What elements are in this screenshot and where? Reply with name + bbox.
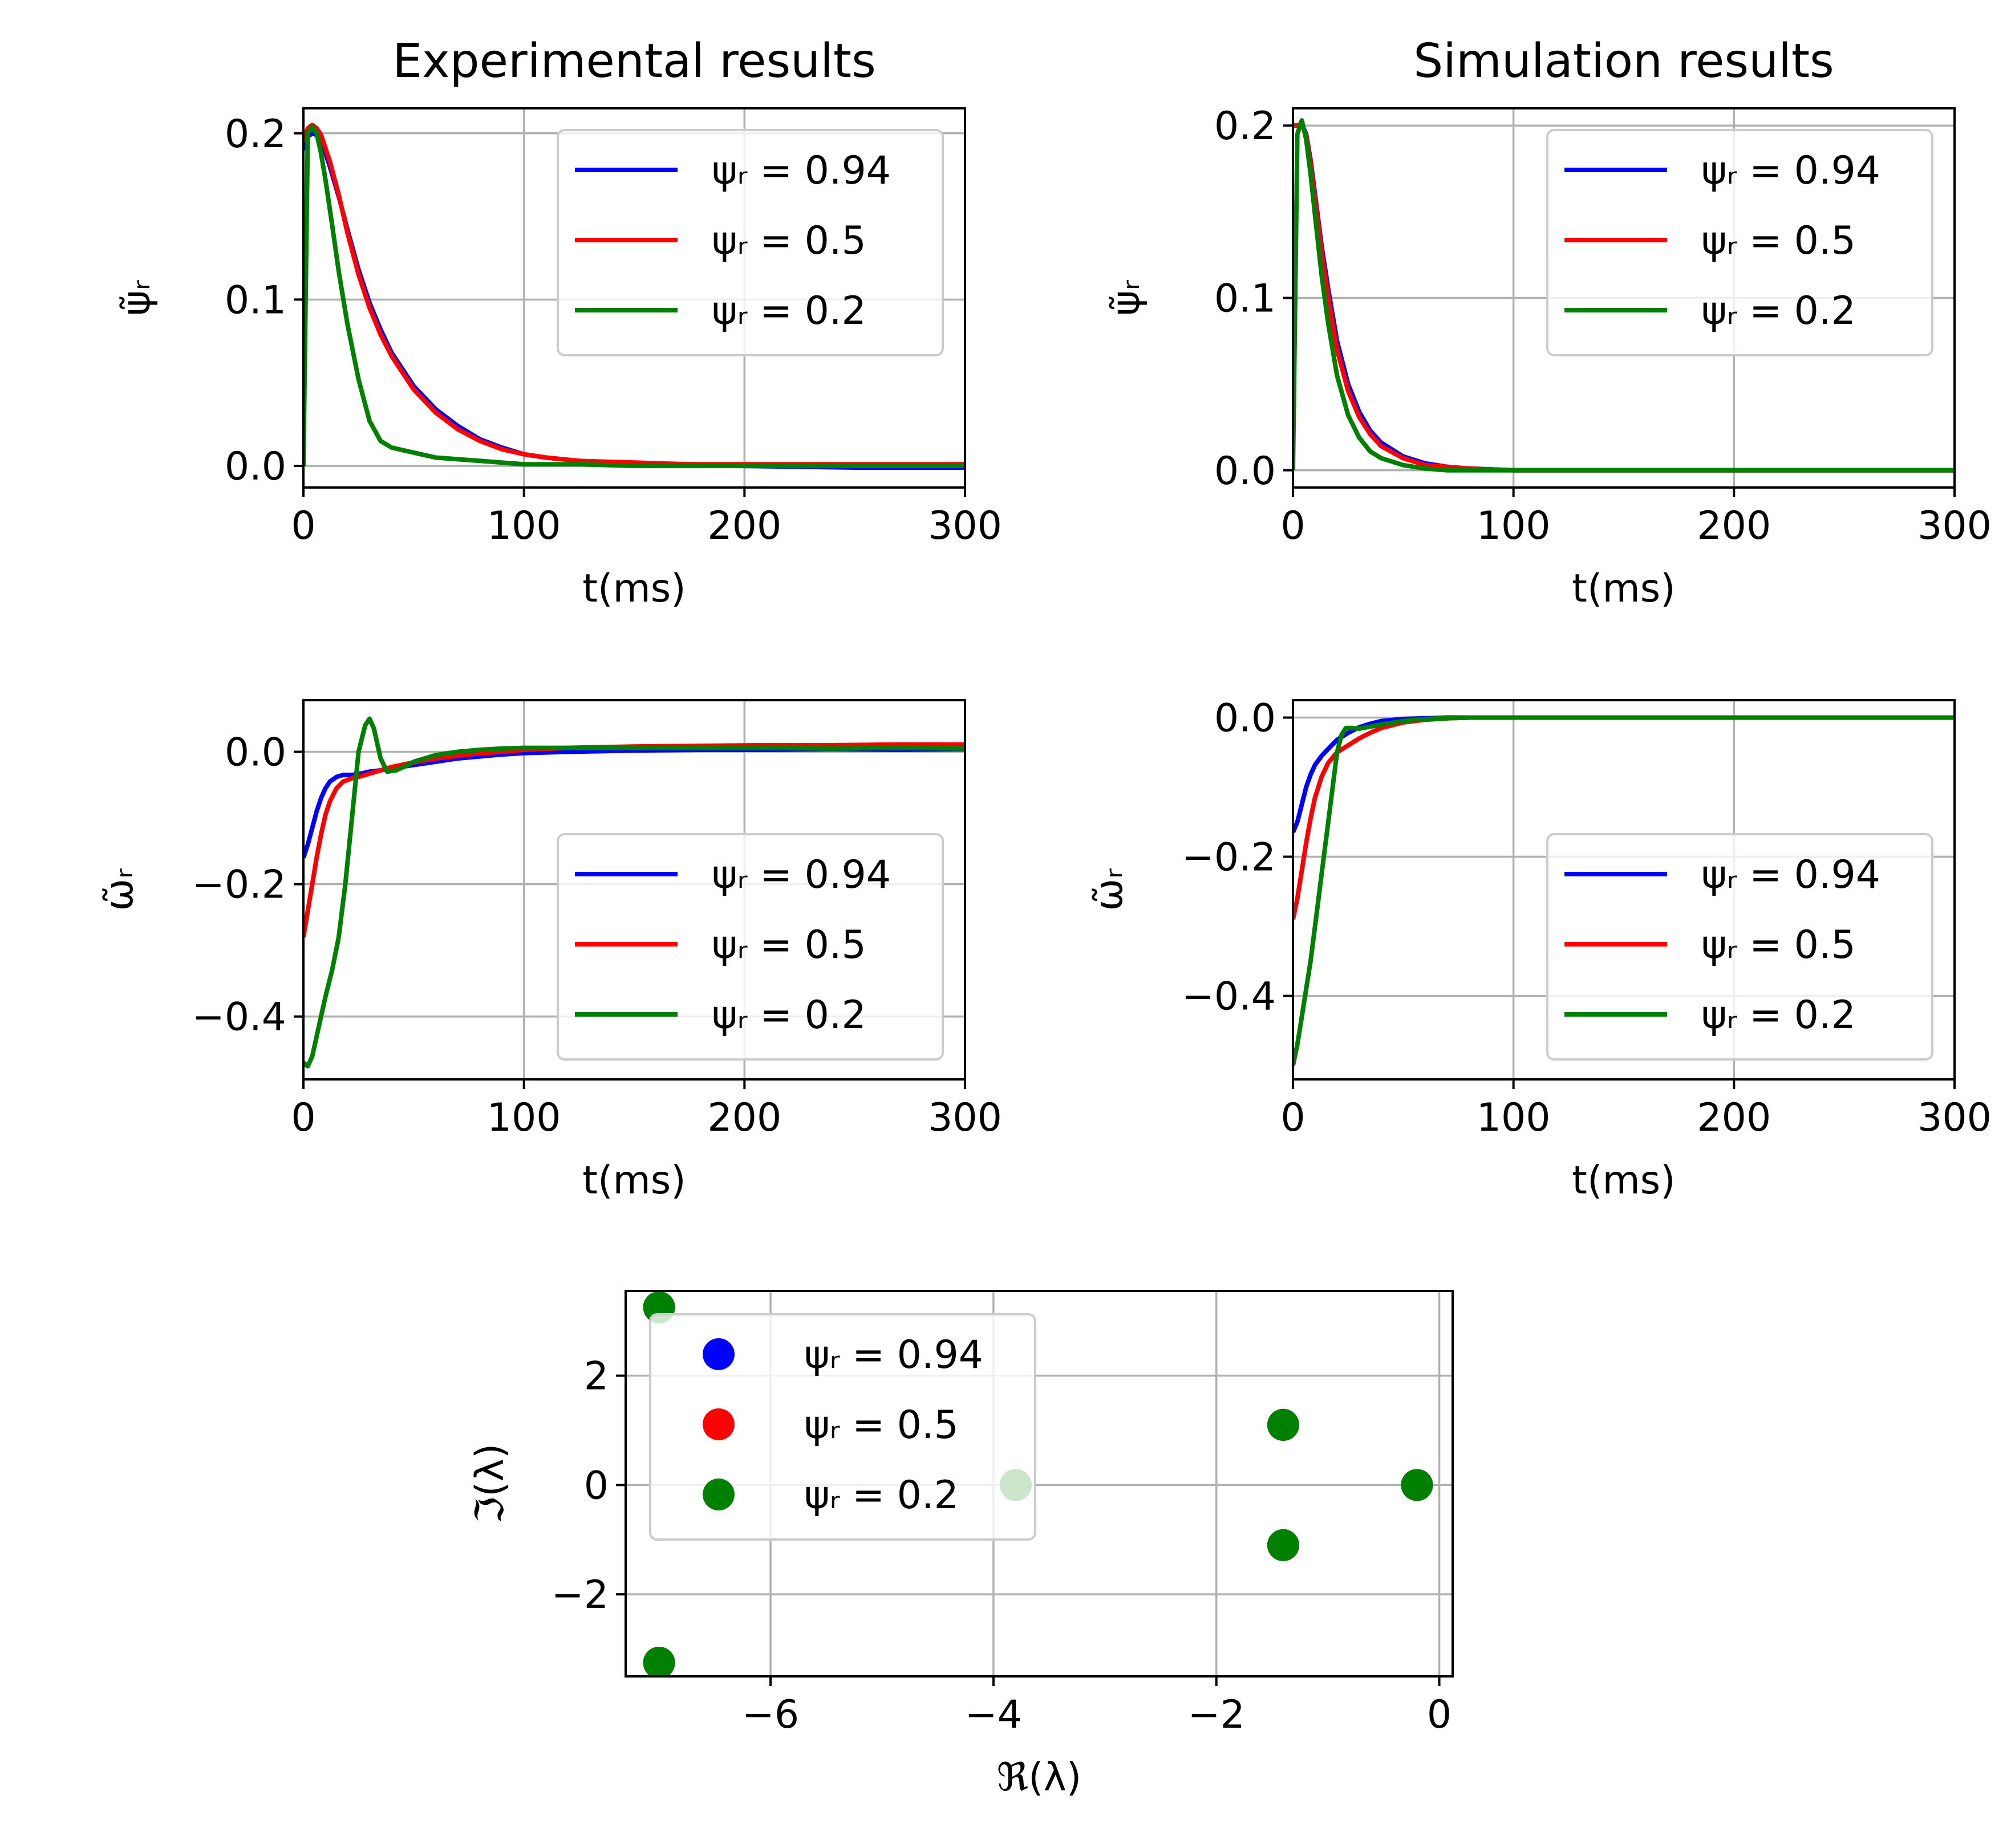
y-tick-label: 0.1 [1214, 277, 1276, 322]
legend: ψᵣ = 0.94 ψᵣ = 0.5 ψᵣ = 0.2 [557, 833, 944, 1061]
legend-box [1546, 833, 1933, 1061]
legend-label-1: ψᵣ = 0.94 [1701, 852, 1880, 897]
legend-box [1546, 129, 1933, 356]
legend-swatch-2 [703, 1408, 735, 1440]
y-axis-label: ℑ(λ) [468, 1444, 513, 1524]
y-tick-label: 0.0 [225, 730, 286, 775]
x-tick-label: 100 [1477, 503, 1551, 549]
y-tick-label: 0.0 [1214, 449, 1276, 494]
legend-label-2: ψᵣ = 0.5 [712, 218, 866, 263]
series-line-3 [1293, 118, 1955, 473]
y-tick-label: 0 [584, 1463, 609, 1508]
y-tick-label: −2 [552, 1573, 609, 1618]
y-tick-label: 0.0 [225, 444, 286, 489]
x-tick-label: 200 [707, 503, 781, 549]
y-tick-label: −0.4 [1182, 974, 1276, 1020]
chart-sim-omega: 0 100 200 300−0.4−0.20.0t(ms)ω̃ᵣ ψᵣ = 0.94ψᵣ… [1086, 696, 1992, 1203]
y-axis-label: ω̃ᵣ [1086, 868, 1132, 911]
x-axis-label: ℜ(λ) [997, 1755, 1082, 1800]
series-line-1 [1293, 715, 1955, 834]
x-tick-label: −6 [742, 1692, 799, 1737]
legend-swatch-1 [703, 1338, 735, 1370]
y-tick-label: 0.2 [225, 112, 286, 157]
series-line-2 [303, 123, 965, 467]
x-tick-label: −4 [965, 1692, 1022, 1737]
axes-frame [302, 107, 966, 489]
series-line-3 [1293, 715, 1955, 1066]
legend-label-1: ψᵣ = 0.94 [804, 1333, 983, 1378]
y-axis-label: ψ̃ᵣ [114, 280, 159, 316]
y-tick-label: 0.2 [1214, 104, 1276, 149]
x-tick-label: 100 [487, 503, 561, 549]
axes-frame [302, 699, 966, 1081]
legend-label-2: ψᵣ = 0.5 [712, 923, 866, 968]
legend: ψᵣ = 0.94 ψᵣ = 0.5 ψᵣ = 0.2 [1546, 129, 1933, 356]
legend-label-3: ψᵣ = 0.2 [804, 1473, 959, 1518]
x-tick-label: 0 [291, 1095, 315, 1140]
legend-label-2: ψᵣ = 0.5 [804, 1403, 959, 1448]
legend: ψᵣ = 0.94 ψᵣ = 0.5 ψᵣ = 0.2 [557, 129, 944, 356]
y-tick-label: 2 [584, 1354, 609, 1399]
x-tick-label: 200 [707, 1095, 781, 1140]
x-tick-label: 200 [1697, 503, 1771, 549]
axes-frame [1292, 699, 1956, 1081]
chart-title: Experimental results [392, 34, 876, 88]
chart-sim-psi: 0 100 200 300 0.0 0.1 0.2 t(ms) ψ̃ᵣ Simulation re… [1104, 34, 1992, 611]
legend-label-1: ψᵣ = 0.94 [712, 852, 891, 897]
legend-label-3: ψᵣ = 0.2 [712, 289, 866, 334]
x-tick-label: 100 [487, 1095, 561, 1140]
x-tick-label: 300 [1917, 503, 1992, 549]
legend-box [557, 833, 944, 1061]
series-line-3 [303, 124, 965, 469]
x-tick-label: 200 [1697, 1095, 1771, 1140]
x-axis-label: t(ms) [1572, 1158, 1675, 1203]
legend-box [649, 1313, 1036, 1541]
scatter-point-series-3 [643, 1647, 675, 1676]
x-tick-label: 300 [1917, 1095, 1992, 1140]
x-tick-label: 100 [1477, 1095, 1551, 1140]
legend-label-3: ψᵣ = 0.2 [1701, 289, 1856, 334]
scatter-point-series-3 [1267, 1529, 1299, 1561]
legend: ψᵣ = 0.94 ψᵣ = 0.5 ψᵣ = 0.2 [1546, 833, 1933, 1061]
legend-label-2: ψᵣ = 0.5 [1701, 923, 1856, 968]
chart-exp-psi: 0 100 200 300 0.0 0.1 0.2 t(ms) ψ̃ᵣ Experimental … [114, 34, 1002, 611]
y-axis-label: ψ̃ᵣ [1104, 280, 1149, 316]
legend-label-3: ψᵣ = 0.2 [712, 993, 866, 1038]
y-tick-label: 0.1 [225, 278, 286, 323]
legend: ψᵣ = 0.94 ψᵣ = 0.5 ψᵣ = 0.2 [649, 1313, 1036, 1541]
scatter-point-series-3 [1267, 1408, 1299, 1441]
y-tick-label: −0.2 [1182, 835, 1276, 880]
x-axis-label: t(ms) [1572, 566, 1675, 611]
x-tick-label: 300 [928, 503, 1002, 549]
x-axis-label: t(ms) [582, 1158, 686, 1203]
y-tick-label: 0.0 [1214, 696, 1276, 741]
x-tick-label: 0 [1280, 503, 1305, 549]
series-line-3 [303, 716, 965, 1069]
x-tick-label: 0 [1427, 1692, 1452, 1737]
x-tick-label: 300 [928, 1095, 1002, 1140]
x-axis-label: t(ms) [582, 566, 686, 611]
x-tick-label: 0 [1280, 1095, 1305, 1140]
scatter-point-series-3 [1401, 1469, 1433, 1501]
legend-label-1: ψᵣ = 0.94 [1701, 148, 1880, 193]
y-axis-label: ω̃ᵣ [97, 868, 142, 911]
x-tick-label: −2 [1188, 1692, 1245, 1737]
legend-swatch-3 [703, 1479, 735, 1510]
axes-frame [625, 1290, 1454, 1678]
legend-label-3: ψᵣ = 0.2 [1701, 993, 1856, 1038]
chart-title: Simulation results [1413, 34, 1834, 88]
legend-label-2: ψᵣ = 0.5 [1701, 218, 1856, 263]
y-tick-label: −0.4 [192, 995, 286, 1040]
x-tick-label: 0 [291, 503, 315, 549]
chart-exp-omega: 0 100 200 300−0.4−0.20.0t(ms)ω̃ᵣ ψᵣ = 0.94ψᵣ… [97, 699, 1002, 1203]
y-tick-label: −0.2 [192, 863, 286, 908]
legend-label-1: ψᵣ = 0.94 [712, 148, 891, 193]
legend-box [557, 129, 944, 356]
